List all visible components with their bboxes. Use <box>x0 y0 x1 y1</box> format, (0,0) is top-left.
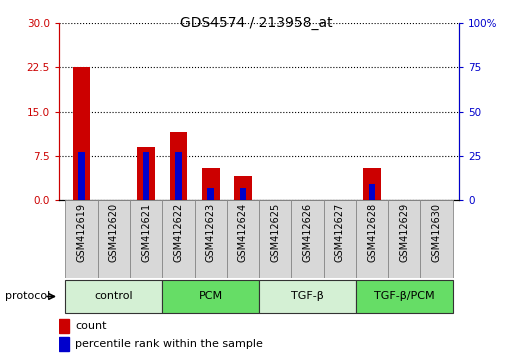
Text: GSM412623: GSM412623 <box>206 203 215 262</box>
Text: GSM412626: GSM412626 <box>303 203 312 262</box>
Text: GSM412629: GSM412629 <box>399 203 409 262</box>
Text: TGF-β/PCM: TGF-β/PCM <box>374 291 435 302</box>
Text: GSM412627: GSM412627 <box>335 203 345 262</box>
Bar <box>202 167 220 200</box>
FancyBboxPatch shape <box>356 280 452 313</box>
Text: GSM412621: GSM412621 <box>141 203 151 262</box>
FancyBboxPatch shape <box>291 200 324 278</box>
Bar <box>363 167 381 200</box>
Text: GSM412630: GSM412630 <box>431 203 442 262</box>
Text: count: count <box>75 321 107 331</box>
Bar <box>234 176 252 200</box>
FancyBboxPatch shape <box>388 200 421 278</box>
FancyBboxPatch shape <box>259 280 356 313</box>
FancyBboxPatch shape <box>66 280 162 313</box>
FancyBboxPatch shape <box>421 200 452 278</box>
Bar <box>73 67 90 200</box>
Text: GSM412619: GSM412619 <box>76 203 87 262</box>
FancyBboxPatch shape <box>97 200 130 278</box>
FancyBboxPatch shape <box>227 200 259 278</box>
Bar <box>175 152 182 200</box>
Text: GSM412625: GSM412625 <box>270 203 280 262</box>
Bar <box>78 152 85 200</box>
Bar <box>169 132 187 200</box>
FancyBboxPatch shape <box>324 200 356 278</box>
FancyBboxPatch shape <box>356 200 388 278</box>
Text: GSM412620: GSM412620 <box>109 203 119 262</box>
Text: TGF-β: TGF-β <box>291 291 324 302</box>
Text: GSM412628: GSM412628 <box>367 203 377 262</box>
Text: control: control <box>94 291 133 302</box>
FancyBboxPatch shape <box>259 200 291 278</box>
Bar <box>207 188 214 200</box>
Text: PCM: PCM <box>199 291 223 302</box>
FancyBboxPatch shape <box>66 200 97 278</box>
Bar <box>369 184 375 200</box>
Bar <box>59 337 69 351</box>
FancyBboxPatch shape <box>162 280 259 313</box>
Text: GSM412624: GSM412624 <box>238 203 248 262</box>
Text: protocol: protocol <box>5 291 50 302</box>
Text: percentile rank within the sample: percentile rank within the sample <box>75 339 263 349</box>
Bar <box>137 147 155 200</box>
FancyBboxPatch shape <box>162 200 194 278</box>
Bar <box>143 152 149 200</box>
Bar <box>59 319 69 333</box>
FancyBboxPatch shape <box>130 200 162 278</box>
Text: GDS4574 / 213958_at: GDS4574 / 213958_at <box>180 16 333 30</box>
FancyBboxPatch shape <box>194 200 227 278</box>
Text: GSM412622: GSM412622 <box>173 203 183 262</box>
Bar <box>240 188 246 200</box>
